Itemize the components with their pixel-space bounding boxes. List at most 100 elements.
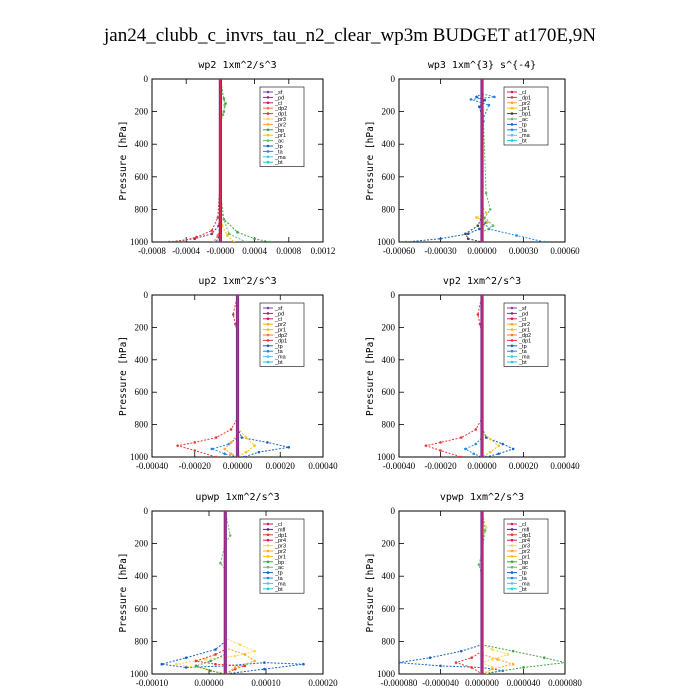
legend-label: _ma bbox=[518, 581, 531, 587]
legend-marker bbox=[266, 333, 270, 337]
legend-label: _cl bbox=[274, 101, 282, 107]
data-point bbox=[216, 216, 220, 219]
x-tick-label: -0.000040 bbox=[422, 678, 459, 688]
legend-label: _sf bbox=[518, 306, 527, 312]
legend-marker bbox=[510, 312, 514, 315]
legend-label: _dp1 bbox=[518, 533, 531, 539]
series-line-dp1 bbox=[424, 295, 483, 457]
data-point bbox=[511, 447, 515, 451]
y-tick-label: 600 bbox=[135, 172, 149, 182]
legend-marker bbox=[266, 339, 270, 342]
legend-label: _pr3 bbox=[274, 544, 286, 550]
legend-marker bbox=[510, 133, 514, 137]
legend-label: _cl bbox=[518, 90, 526, 96]
x-tick-label: 0.0012 bbox=[311, 246, 336, 256]
y-tick-label: 800 bbox=[382, 204, 396, 214]
data-point bbox=[216, 234, 220, 237]
y-tick-label: 400 bbox=[382, 571, 396, 581]
panel-wp3: wp3 1xm^{3} s^{-4}02004006008001000-0.00… bbox=[365, 60, 580, 256]
legend-label: _ta bbox=[518, 576, 528, 582]
data-point bbox=[542, 240, 546, 242]
legend-marker bbox=[266, 360, 270, 364]
data-point bbox=[242, 455, 246, 457]
legend-label: _ta bbox=[274, 576, 284, 582]
data-point bbox=[474, 442, 478, 446]
data-point bbox=[176, 240, 179, 242]
y-axis-label: Pressure [hPa] bbox=[365, 336, 376, 416]
panel-wp2: wp2 1xm^2/s^3 0 200 400 600 800 1000-0.0008 -0.… bbox=[118, 60, 335, 256]
legend-marker bbox=[266, 144, 270, 148]
legend-label: _ta bbox=[518, 349, 528, 355]
y-tick-label: 1000 bbox=[130, 669, 149, 679]
y-tick-label: 0 bbox=[391, 506, 396, 516]
x-tick-label: 0.00010 bbox=[251, 678, 281, 688]
data-point bbox=[475, 95, 478, 99]
legend-label: _ma bbox=[518, 133, 531, 139]
data-point bbox=[477, 563, 481, 567]
y-tick-label: 0 bbox=[144, 74, 149, 84]
data-point bbox=[404, 240, 408, 242]
legend-label: _ac bbox=[518, 117, 528, 123]
legend-label: _pd bbox=[518, 311, 528, 317]
legend-label: _ma bbox=[518, 355, 531, 361]
legend-label: _ac bbox=[518, 565, 528, 571]
data-point bbox=[204, 658, 208, 661]
data-point bbox=[253, 444, 256, 447]
legend-label: _sf bbox=[274, 306, 283, 312]
x-tick-label: 0.000040 bbox=[507, 678, 541, 688]
data-point bbox=[459, 455, 463, 457]
legend-label: _sf bbox=[274, 90, 283, 96]
data-point bbox=[511, 662, 515, 666]
legend-label: _dp1 bbox=[274, 112, 287, 118]
panel-upwp: upwp 1xm^2/s^3 0 200 400 600 800 1000-0.00010 0… bbox=[118, 492, 338, 688]
legend-label: _bt bbox=[274, 160, 283, 166]
y-tick-label: 1000 bbox=[130, 452, 149, 462]
y-axis-label: Pressure [hPa] bbox=[118, 552, 129, 632]
data-point bbox=[212, 240, 215, 242]
x-tick-label: -0.00060 bbox=[383, 246, 416, 256]
x-tick-label: 0.00020 bbox=[308, 678, 338, 688]
y-tick-label: 800 bbox=[135, 636, 149, 646]
legend-marker bbox=[266, 90, 270, 94]
legend-marker bbox=[266, 117, 270, 121]
legend-marker bbox=[266, 150, 270, 153]
x-tick-label: 0.00020 bbox=[266, 461, 296, 471]
x-tick-label: -0.0004 bbox=[172, 246, 200, 256]
legend-marker bbox=[266, 355, 270, 358]
legend-marker bbox=[266, 139, 270, 142]
data-point bbox=[257, 450, 261, 454]
legend-marker bbox=[510, 538, 514, 542]
legend-marker bbox=[266, 571, 270, 574]
x-tick-label: -0.00020 bbox=[424, 461, 457, 471]
data-point bbox=[195, 235, 198, 239]
x-tick-label: 0.00040 bbox=[308, 461, 338, 471]
legend-label: _pr2 bbox=[274, 549, 286, 555]
data-point bbox=[240, 436, 244, 439]
legend-marker bbox=[510, 344, 514, 348]
legend-label: _dp1 bbox=[274, 338, 287, 344]
data-point bbox=[493, 95, 496, 99]
data-point bbox=[233, 666, 237, 669]
y-axis-label: Pressure [hPa] bbox=[365, 120, 376, 200]
legend-marker bbox=[266, 528, 270, 531]
legend-label: _pr1 bbox=[518, 106, 530, 112]
legend-label: _ac bbox=[274, 565, 284, 571]
data-point bbox=[491, 658, 494, 661]
y-tick-label: 600 bbox=[382, 387, 396, 397]
legend-marker bbox=[510, 339, 514, 342]
x-tick-label: -0.00020 bbox=[179, 461, 212, 471]
data-point bbox=[229, 428, 233, 431]
legend-marker bbox=[266, 322, 270, 326]
data-point bbox=[214, 662, 217, 666]
legend-marker bbox=[510, 571, 514, 574]
data-point bbox=[236, 230, 239, 234]
data-point bbox=[229, 452, 233, 456]
data-point bbox=[563, 661, 565, 664]
data-point bbox=[522, 666, 525, 669]
legend-label: _mfl bbox=[518, 527, 529, 533]
legend-label: _ta bbox=[518, 128, 528, 134]
data-point bbox=[210, 232, 214, 236]
data-point bbox=[464, 447, 467, 451]
data-point bbox=[193, 449, 197, 452]
